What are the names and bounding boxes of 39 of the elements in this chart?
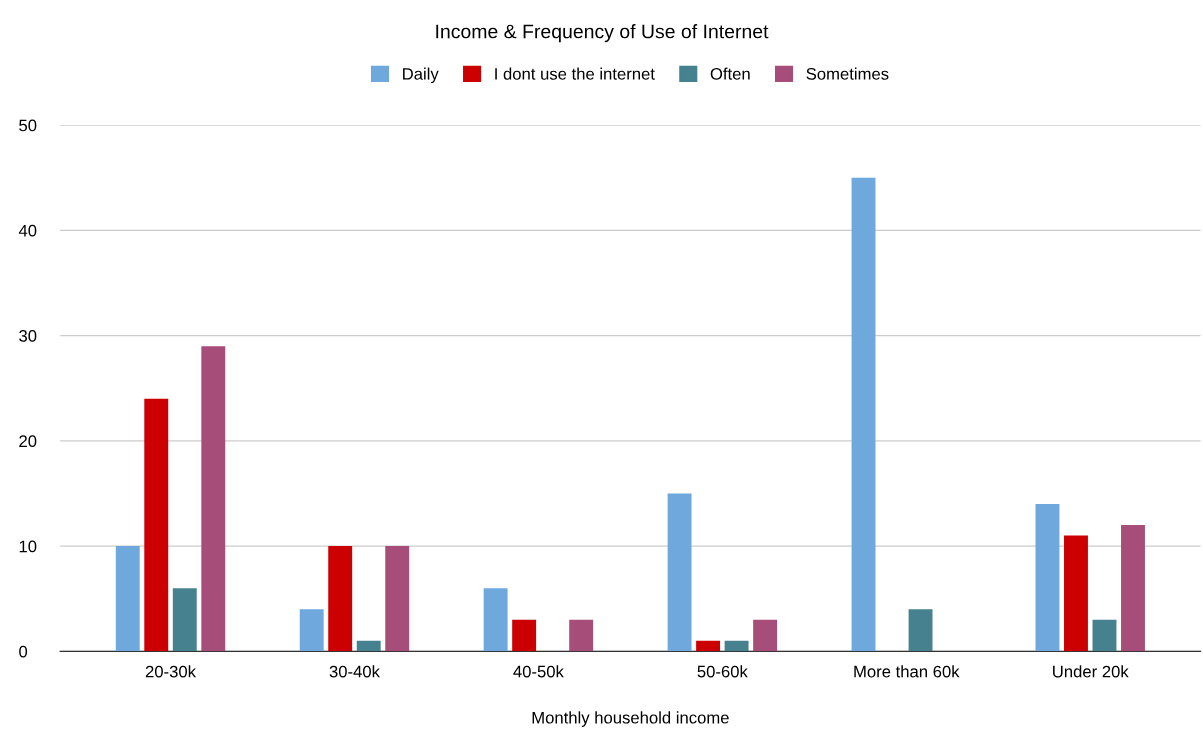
legend-label: Daily: [403, 67, 439, 84]
bar: [667, 493, 692, 652]
y-tick-label: 0: [19, 645, 28, 658]
x-tick-label: Under 20k: [1053, 665, 1129, 678]
bar: [144, 398, 169, 652]
bar: [512, 619, 537, 652]
x-axis-title: Monthly household income: [532, 711, 729, 727]
bar: [1035, 504, 1060, 652]
bar: [385, 546, 410, 652]
y-tick-label: 20: [19, 435, 37, 448]
bar: [908, 609, 933, 652]
bar: [483, 588, 508, 652]
bar: [724, 640, 749, 652]
bar: [115, 546, 140, 652]
bar: [172, 588, 197, 652]
x-tick-label: 50-60k: [697, 665, 748, 678]
bar: [696, 640, 721, 652]
bar: [1064, 535, 1088, 652]
bar: [851, 177, 876, 652]
bar: [569, 619, 594, 652]
chart-title: Income & Frequency of Use of Internet: [436, 24, 769, 43]
y-tick-label: 50: [19, 119, 37, 132]
legend-label: I dont use the internet: [495, 67, 655, 80]
legend-label: Sometimes: [806, 67, 889, 80]
bar: [753, 619, 778, 652]
bar: [356, 640, 381, 652]
y-tick-label: 30: [19, 330, 37, 342]
bar: [1092, 619, 1117, 652]
bar: [1121, 525, 1145, 652]
bar: [328, 546, 353, 652]
bar: [201, 346, 226, 652]
x-tick-label: More than 60k: [854, 665, 960, 678]
x-tick-label: 30-40k: [329, 665, 380, 678]
y-tick-label: 40: [18, 224, 37, 237]
y-tick-label: 10: [19, 540, 37, 553]
legend-label: Often: [710, 67, 750, 80]
x-tick-label: 20-30k: [145, 665, 197, 678]
x-tick-label: 40-50k: [513, 665, 564, 678]
bar: [299, 609, 324, 652]
